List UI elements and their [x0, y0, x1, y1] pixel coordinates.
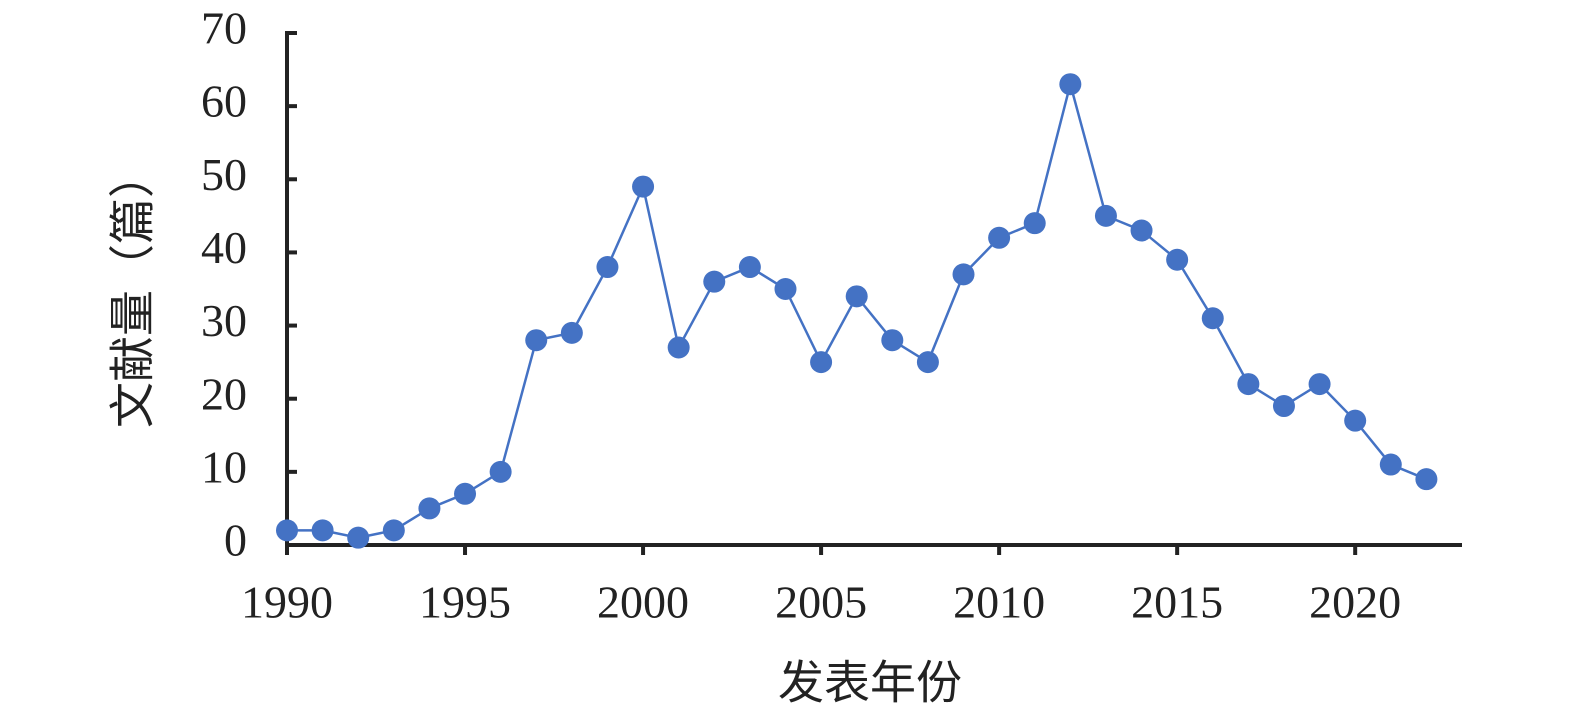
x-tick-label: 2000 — [597, 577, 689, 628]
y-tick-label: 70 — [201, 3, 247, 54]
x-tick-label: 1990 — [241, 577, 333, 628]
point — [988, 226, 1011, 249]
point — [560, 321, 583, 344]
point — [1094, 204, 1117, 227]
point — [774, 278, 797, 300]
point — [845, 285, 868, 308]
x-tick-label: 2010 — [953, 577, 1045, 628]
point — [1059, 73, 1082, 96]
x-tick-label: 2005 — [775, 577, 867, 628]
point — [1308, 373, 1331, 396]
x-tick-label: 1995 — [419, 577, 511, 628]
point — [1415, 468, 1438, 491]
point — [347, 526, 370, 549]
point — [311, 519, 334, 542]
series-line — [287, 79, 1427, 539]
point — [810, 351, 833, 374]
point — [1130, 219, 1153, 242]
point — [703, 270, 726, 293]
point — [632, 175, 655, 198]
point — [881, 329, 904, 352]
y-axis-label: 文献量（篇） — [108, 152, 159, 428]
point — [1379, 453, 1402, 476]
point — [276, 519, 298, 542]
point — [418, 497, 441, 520]
point — [1237, 373, 1260, 396]
y-tick-label: 0 — [224, 515, 247, 566]
y-tick-label: 40 — [201, 222, 247, 273]
x-tick-label: 2015 — [1131, 577, 1223, 628]
point — [952, 263, 975, 286]
point — [1344, 409, 1367, 432]
x-tick-label: 2020 — [1309, 577, 1401, 628]
point — [667, 336, 690, 359]
point — [1272, 395, 1295, 418]
y-tick-label: 10 — [201, 441, 247, 492]
point — [1166, 248, 1189, 271]
point — [596, 256, 619, 279]
y-tick-label: 20 — [201, 368, 247, 419]
point — [738, 256, 761, 279]
point — [1023, 212, 1046, 235]
point — [916, 351, 939, 374]
point — [454, 482, 477, 505]
point — [489, 460, 512, 483]
point — [1201, 307, 1224, 330]
x-axis-label: 发表年份 — [778, 658, 962, 709]
y-tick-label: 50 — [201, 149, 247, 200]
point — [382, 519, 405, 542]
point — [525, 329, 548, 352]
y-tick-label: 30 — [201, 295, 247, 346]
y-tick-label: 60 — [201, 76, 247, 127]
